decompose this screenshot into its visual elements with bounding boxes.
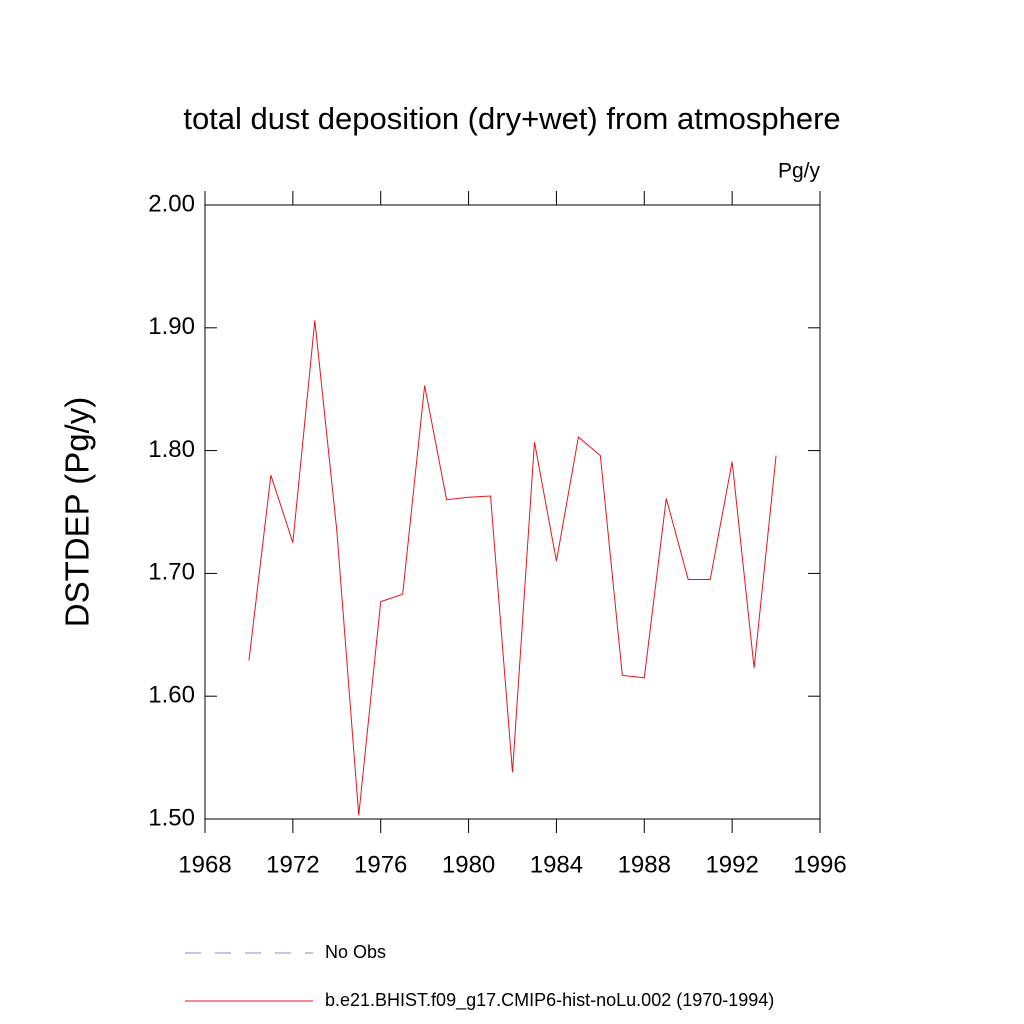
- chart-title: total dust deposition (dry+wet) from atm…: [183, 101, 840, 136]
- y-tick-label: 1.70: [148, 559, 195, 586]
- y-tick-label: 1.90: [148, 313, 195, 340]
- y-tick-label: 1.80: [148, 436, 195, 463]
- x-tick-label: 1972: [266, 851, 319, 878]
- x-tick-label: 1992: [705, 851, 758, 878]
- y-tick-label: 1.50: [148, 804, 195, 831]
- x-tick-label: 1996: [793, 851, 846, 878]
- x-tick-label: 1968: [178, 851, 231, 878]
- y-axis-label: DSTDEP (Pg/y): [59, 397, 96, 627]
- legend-label: b.e21.BHIST.f09_g17.CMIP6-hist-noLu.002 …: [325, 990, 774, 1011]
- data-line: [248, 320, 777, 816]
- x-tick-label: 1984: [530, 851, 583, 878]
- x-tick-label: 1980: [442, 851, 495, 878]
- x-tick-label: 1976: [354, 851, 407, 878]
- units-label: Pg/y: [778, 160, 821, 183]
- y-tick-label: 2.00: [148, 190, 195, 217]
- x-tick-label: 1988: [618, 851, 671, 878]
- plot-frame: [204, 204, 821, 820]
- y-tick-label: 1.60: [148, 682, 195, 709]
- legend-label: No Obs: [325, 942, 386, 962]
